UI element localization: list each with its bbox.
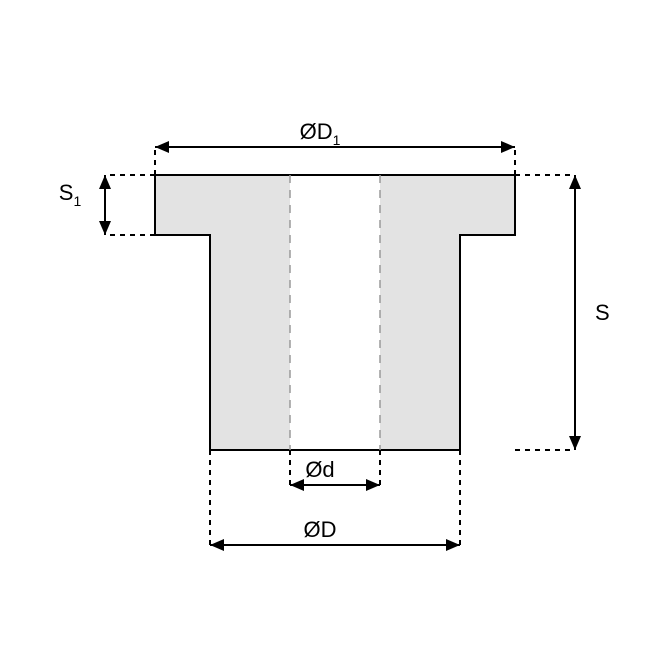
svg-text:ØD1: ØD1	[300, 119, 341, 148]
technical-drawing: ØD1 Ød ØD S S1	[0, 0, 671, 670]
svg-text:ØD: ØD	[304, 517, 337, 542]
svg-text:S1: S1	[59, 180, 82, 209]
svg-text:Ød: Ød	[305, 457, 334, 482]
svg-text:S: S	[595, 300, 610, 325]
